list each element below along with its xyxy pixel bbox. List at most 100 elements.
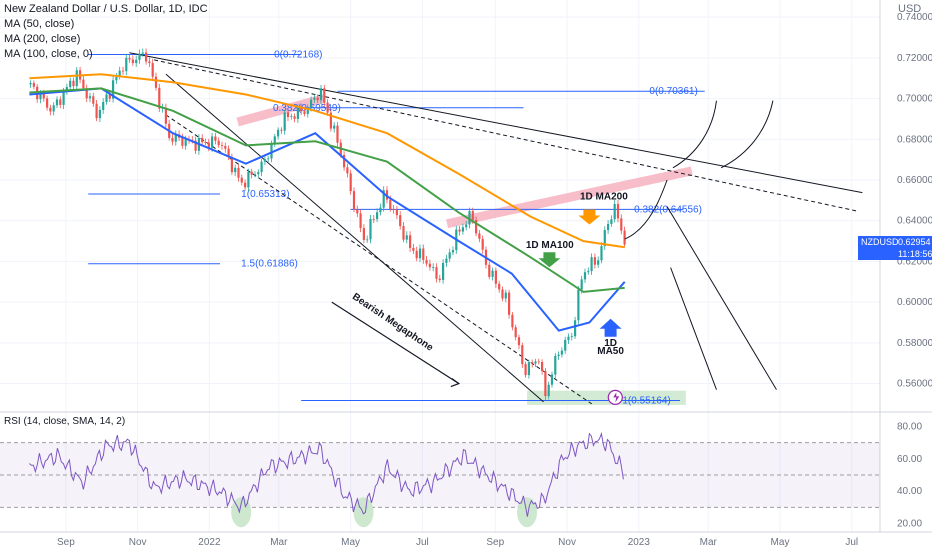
candle-body bbox=[432, 267, 435, 269]
candle-body bbox=[418, 248, 422, 259]
candle-body bbox=[95, 103, 98, 119]
candle-body bbox=[303, 111, 306, 114]
candle-body bbox=[547, 384, 550, 397]
candle-body bbox=[240, 177, 243, 183]
rsi-line bbox=[29, 431, 624, 517]
candle-body bbox=[498, 283, 501, 290]
time-tick-label: 2022 bbox=[198, 537, 221, 548]
candle-body bbox=[293, 116, 296, 119]
candle-body bbox=[214, 136, 217, 141]
lower-trendline-dashed bbox=[165, 114, 593, 405]
candle-body bbox=[521, 345, 524, 365]
candle-body bbox=[392, 209, 395, 211]
candle-body bbox=[45, 98, 49, 108]
symbol-label: NZDUSD bbox=[861, 237, 899, 247]
candle-body bbox=[395, 210, 398, 216]
price-tick-label: 0.70000 bbox=[897, 94, 932, 105]
candle-body bbox=[158, 87, 161, 109]
candle-body bbox=[511, 314, 514, 328]
candle-body bbox=[154, 76, 158, 88]
ma200-legend[interactable]: MA (200, close) bbox=[4, 33, 81, 45]
candle-body bbox=[524, 364, 527, 376]
candle-body bbox=[184, 139, 187, 146]
candle-body bbox=[247, 171, 250, 188]
time-tick-label: May bbox=[341, 537, 360, 548]
candle-body bbox=[276, 129, 280, 137]
upper-trendline-dashed bbox=[154, 59, 857, 212]
fib-level-label: 1.5(0.61886) bbox=[241, 259, 298, 270]
time-tick-label: Nov bbox=[129, 537, 147, 548]
candle-body bbox=[471, 211, 474, 221]
candle-body bbox=[389, 199, 392, 210]
fib-level-label: 0.382(0.64556) bbox=[634, 204, 702, 215]
candle-body bbox=[379, 207, 382, 213]
candle-body bbox=[399, 215, 402, 227]
candle-body bbox=[488, 264, 491, 277]
candle-body bbox=[583, 272, 587, 280]
megaphone-arrowhead bbox=[450, 378, 461, 388]
ma50-legend[interactable]: MA (50, close) bbox=[4, 18, 75, 30]
candle-body bbox=[181, 137, 184, 146]
time-tick-label: Nov bbox=[558, 537, 576, 548]
candle-body bbox=[359, 213, 362, 229]
candle-body bbox=[478, 233, 481, 239]
candle-body bbox=[540, 361, 544, 371]
candle-body bbox=[501, 289, 504, 299]
time-tick-label: Jul bbox=[845, 537, 858, 548]
candle-body bbox=[366, 239, 369, 241]
time-tick-label: 2023 bbox=[628, 537, 651, 548]
candle-body bbox=[138, 53, 141, 60]
candle-body bbox=[474, 220, 478, 234]
candle-body bbox=[88, 96, 92, 99]
candle-body bbox=[85, 88, 88, 99]
candle-body bbox=[544, 370, 547, 397]
rsi-tick-label: 80.00 bbox=[897, 421, 922, 432]
fib-level-label: 1(0.55164) bbox=[622, 396, 670, 407]
candle-body bbox=[82, 79, 85, 89]
candle-body bbox=[580, 279, 583, 290]
support-zone bbox=[527, 390, 686, 405]
fib-level-label: 1(0.65313) bbox=[241, 189, 289, 200]
ma200-callout: 1D MA200 bbox=[580, 191, 628, 202]
upper-trendline-solid bbox=[129, 52, 863, 194]
rsi-legend[interactable]: RSI (14, close, SMA, 14, 2) bbox=[4, 416, 126, 427]
time-tick-label: Sep bbox=[486, 537, 504, 548]
candle-body bbox=[382, 190, 385, 208]
candle-body bbox=[537, 361, 540, 363]
candle-body bbox=[98, 109, 101, 119]
candle-body bbox=[296, 106, 299, 119]
candle-body bbox=[207, 142, 210, 148]
candle-body bbox=[108, 94, 111, 99]
candle-body bbox=[323, 88, 326, 103]
candle-body bbox=[217, 140, 220, 146]
ma100-callout: 1D MA100 bbox=[526, 240, 574, 251]
candle-body bbox=[461, 227, 464, 232]
candle-body bbox=[306, 107, 309, 114]
candle-body bbox=[356, 209, 359, 214]
candle-body bbox=[507, 292, 511, 315]
candle-body bbox=[32, 83, 35, 87]
candle-body bbox=[606, 223, 610, 231]
candle-body bbox=[600, 246, 603, 261]
candle-body bbox=[128, 57, 131, 60]
candle-body bbox=[75, 70, 78, 87]
candle-body bbox=[118, 70, 121, 77]
candle-body bbox=[481, 238, 484, 250]
candle-body bbox=[517, 337, 521, 346]
ma50-arrow bbox=[599, 318, 622, 337]
candle-body bbox=[491, 270, 494, 277]
ma100-line bbox=[29, 87, 625, 293]
resistance-band-2 bbox=[446, 166, 693, 229]
candle-body bbox=[243, 182, 247, 188]
ma200-line bbox=[29, 73, 625, 249]
candle-body bbox=[560, 350, 563, 355]
ma100-legend[interactable]: MA (100, close, 0) bbox=[4, 48, 93, 60]
candle-body bbox=[570, 336, 573, 338]
candle-body bbox=[49, 107, 52, 112]
candle-body bbox=[349, 173, 352, 192]
candle-body bbox=[260, 161, 263, 173]
candle-body bbox=[164, 107, 167, 124]
price-tick-label: 0.64000 bbox=[897, 216, 932, 227]
rsi-band-fill bbox=[0, 442, 880, 508]
